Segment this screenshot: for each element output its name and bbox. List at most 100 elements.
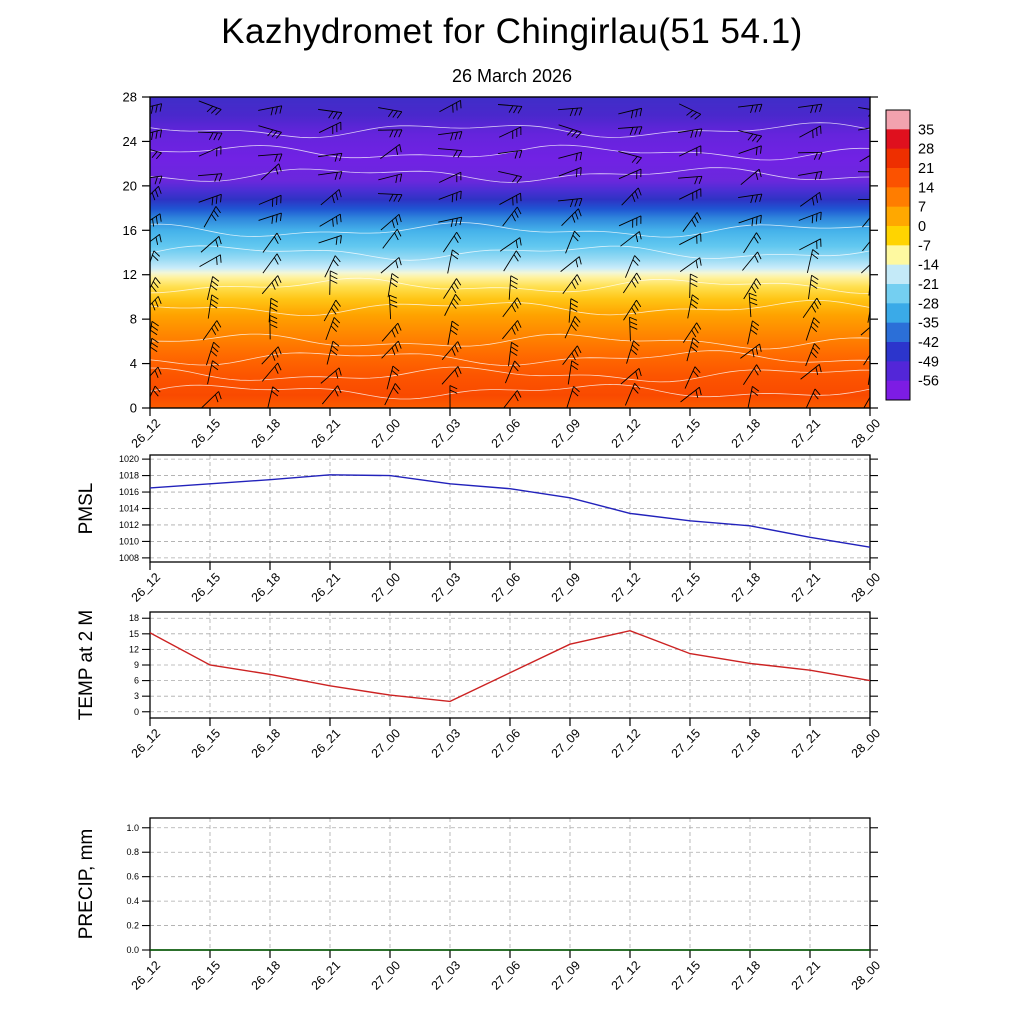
- svg-text:28_00: 28_00: [849, 570, 884, 605]
- svg-text:26_18: 26_18: [249, 570, 284, 605]
- svg-text:14: 14: [918, 180, 934, 196]
- svg-text:28_00: 28_00: [849, 958, 884, 993]
- svg-text:26_12: 26_12: [129, 570, 164, 605]
- svg-text:-49: -49: [918, 354, 939, 370]
- svg-text:9: 9: [134, 660, 139, 670]
- colorbar: 35 28 21 14 7 0 -7 -14 -21 -28 -35 -42 -49 -56: [885, 109, 939, 401]
- svg-text:-14: -14: [918, 258, 939, 274]
- temp2m-panel-line: [149, 629, 871, 703]
- svg-text:-21: -21: [918, 277, 939, 293]
- svg-text:27_03: 27_03: [429, 958, 464, 993]
- svg-text:27_21: 27_21: [789, 570, 824, 605]
- svg-text:6: 6: [134, 676, 139, 686]
- pmsl-panel: 1008 1010 1012 1014 1016 1018 1020 26_12 26_15 26…: [76, 454, 883, 605]
- svg-text:26_15: 26_15: [189, 570, 224, 605]
- svg-text:27_00: 27_00: [369, 726, 404, 761]
- svg-text:-35: -35: [918, 316, 939, 332]
- svg-text:26_21: 26_21: [309, 958, 344, 993]
- svg-text:27_03: 27_03: [429, 570, 464, 605]
- svg-text:27_18: 27_18: [729, 726, 764, 761]
- svg-text:26_12: 26_12: [129, 726, 164, 761]
- svg-text:27_21: 27_21: [789, 726, 824, 761]
- svg-text:1018: 1018: [119, 471, 139, 481]
- svg-text:26_21: 26_21: [309, 570, 344, 605]
- svg-text:12: 12: [129, 644, 139, 654]
- svg-text:28_00: 28_00: [849, 416, 884, 451]
- svg-text:35: 35: [918, 122, 934, 138]
- svg-text:-56: -56: [918, 374, 939, 390]
- svg-text:27_21: 27_21: [789, 958, 824, 993]
- svg-text:0: 0: [918, 219, 926, 235]
- pmsl-panel-ylabel: PMSL: [76, 483, 97, 535]
- svg-text:26_18: 26_18: [249, 726, 284, 761]
- svg-text:1014: 1014: [119, 504, 139, 514]
- svg-text:16: 16: [123, 223, 137, 238]
- svg-text:27_03: 27_03: [429, 726, 464, 761]
- svg-text:28: 28: [123, 90, 137, 105]
- page-title: Kazhydromet for Chingirlau(51 54.1): [221, 12, 803, 51]
- svg-text:24: 24: [123, 134, 137, 149]
- svg-text:0.0: 0.0: [126, 945, 139, 955]
- svg-text:-28: -28: [918, 296, 939, 312]
- svg-text:21: 21: [918, 161, 934, 177]
- svg-text:27_12: 27_12: [609, 570, 644, 605]
- svg-text:26_18: 26_18: [249, 416, 284, 451]
- svg-text:26_15: 26_15: [189, 726, 224, 761]
- svg-text:27_15: 27_15: [669, 958, 704, 993]
- svg-text:27_15: 27_15: [669, 416, 704, 451]
- pmsl-panel-line: [149, 474, 871, 548]
- cross-section-panel: 0 4 8 12 16 20 24 28 26_12 26_15 26_18 26_21 27_00 27…: [123, 90, 884, 451]
- svg-text:27_06: 27_06: [489, 958, 524, 993]
- svg-text:1008: 1008: [119, 553, 139, 563]
- svg-text:0.2: 0.2: [126, 921, 139, 931]
- svg-text:-7: -7: [918, 238, 931, 254]
- svg-text:28: 28: [918, 142, 934, 158]
- svg-text:27_18: 27_18: [729, 416, 764, 451]
- precip-panel-ylabel: PRECIP, mm: [76, 829, 97, 940]
- svg-text:27_03: 27_03: [429, 416, 464, 451]
- svg-text:-42: -42: [918, 335, 939, 351]
- svg-text:27_21: 27_21: [789, 416, 824, 451]
- svg-text:27_18: 27_18: [729, 570, 764, 605]
- svg-text:27_15: 27_15: [669, 570, 704, 605]
- svg-text:20: 20: [123, 178, 137, 193]
- svg-text:7: 7: [918, 200, 926, 216]
- svg-text:0: 0: [134, 707, 139, 717]
- svg-text:26_12: 26_12: [129, 958, 164, 993]
- svg-text:27_00: 27_00: [369, 416, 404, 451]
- svg-text:1.0: 1.0: [126, 823, 139, 833]
- svg-text:8: 8: [130, 312, 137, 327]
- svg-text:26_12: 26_12: [129, 416, 164, 451]
- svg-text:12: 12: [123, 267, 137, 282]
- svg-text:0: 0: [130, 401, 137, 416]
- svg-text:1012: 1012: [119, 520, 139, 530]
- svg-text:0.6: 0.6: [126, 872, 139, 882]
- svg-text:0.8: 0.8: [126, 847, 139, 857]
- svg-text:1016: 1016: [119, 487, 139, 497]
- svg-text:27_00: 27_00: [369, 570, 404, 605]
- svg-text:1010: 1010: [119, 536, 139, 546]
- svg-text:26_21: 26_21: [309, 726, 344, 761]
- svg-text:27_09: 27_09: [549, 416, 584, 451]
- svg-text:27_15: 27_15: [669, 726, 704, 761]
- svg-text:1020: 1020: [119, 454, 139, 464]
- svg-text:28_00: 28_00: [849, 726, 884, 761]
- wind-barbs: [150, 99, 870, 408]
- svg-text:26_18: 26_18: [249, 958, 284, 993]
- svg-text:27_09: 27_09: [549, 726, 584, 761]
- temp2m-panel-ylabel: TEMP at 2 M: [76, 610, 97, 721]
- precip-panel: 0.0 0.2 0.4 0.6 0.8 1.0 26_12 26_15 26_18 26_21 27…: [76, 817, 884, 993]
- svg-text:18: 18: [129, 613, 139, 623]
- temp2m-panel: 0 3 6 9 12 15 18 26_12 26_15 26_18 26_21 27_00 27_03…: [76, 610, 883, 761]
- svg-text:4: 4: [130, 356, 137, 371]
- svg-text:0.4: 0.4: [126, 896, 139, 906]
- svg-text:27_00: 27_00: [369, 958, 404, 993]
- svg-text:26_15: 26_15: [189, 416, 224, 451]
- svg-text:27_09: 27_09: [549, 958, 584, 993]
- svg-text:27_09: 27_09: [549, 570, 584, 605]
- svg-text:27_18: 27_18: [729, 958, 764, 993]
- svg-text:3: 3: [134, 691, 139, 701]
- svg-text:26_21: 26_21: [309, 416, 344, 451]
